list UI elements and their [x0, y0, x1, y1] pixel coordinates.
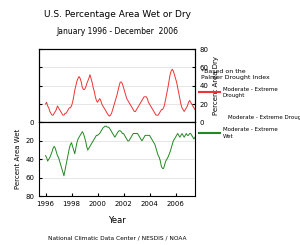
Text: January 1996 - December  2006: January 1996 - December 2006 — [56, 27, 178, 36]
Text: Year: Year — [108, 216, 126, 225]
Text: U.S. Percentage Area Wet or Dry: U.S. Percentage Area Wet or Dry — [44, 10, 190, 19]
Y-axis label: Percent Area Wet: Percent Area Wet — [15, 129, 21, 189]
Text: *Based on the
Palmer Drought Index: *Based on the Palmer Drought Index — [201, 69, 270, 80]
Y-axis label: Percent Area Dry: Percent Area Dry — [213, 56, 219, 115]
Text: National Climatic Data Center / NESDIS / NOAA: National Climatic Data Center / NESDIS /… — [48, 235, 186, 240]
Text: Moderate - Extreme Drought: Moderate - Extreme Drought — [228, 115, 300, 120]
Text: Moderate - Extreme
Wet: Moderate - Extreme Wet — [223, 127, 278, 138]
Text: Moderate - Extreme
Drought: Moderate - Extreme Drought — [223, 86, 278, 98]
